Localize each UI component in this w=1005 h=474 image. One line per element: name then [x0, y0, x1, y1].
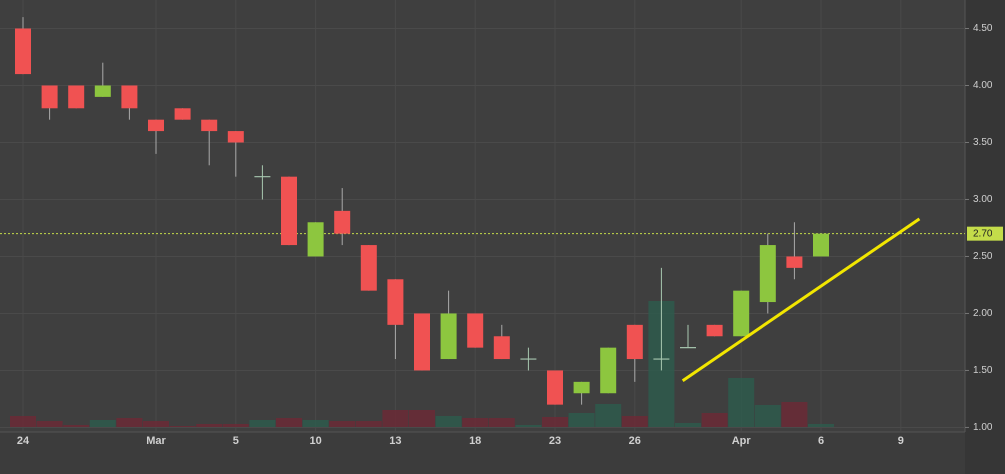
candle-body	[706, 324, 723, 337]
candle-body	[307, 222, 324, 257]
volume-bar	[781, 402, 808, 427]
candle-body	[600, 347, 617, 394]
x-tick-label: 5	[233, 435, 239, 447]
candle-body	[174, 108, 191, 120]
candle-body	[440, 313, 457, 360]
candle-body	[148, 119, 164, 132]
volume-bar	[10, 416, 36, 427]
candle-body	[281, 176, 297, 246]
y-tick-label: 3.00	[973, 194, 993, 205]
volume-bar	[222, 424, 249, 427]
volume-bar	[568, 413, 595, 427]
candle-body	[334, 210, 351, 234]
volume-bar	[196, 424, 223, 427]
candle-body	[733, 290, 750, 337]
candle-body	[547, 370, 563, 405]
candle-body	[493, 336, 510, 360]
volume-bar	[435, 416, 462, 427]
x-tick-label: 10	[309, 435, 321, 447]
candle-body	[68, 85, 85, 109]
candle-body	[121, 85, 138, 109]
volume-bar	[116, 418, 143, 427]
volume-bar	[515, 425, 542, 427]
candle-body	[15, 28, 31, 75]
volume-bar	[89, 420, 116, 427]
candle-body	[201, 119, 218, 132]
y-tick-label: 4.50	[973, 23, 993, 34]
candle-body	[626, 324, 643, 360]
x-tick-label: 6	[818, 435, 824, 447]
candle-body	[786, 256, 803, 268]
volume-bar	[808, 424, 834, 427]
volume-bar	[169, 426, 196, 427]
volume-bar	[728, 378, 755, 427]
volume-bar	[595, 404, 622, 427]
candle-body	[94, 85, 111, 97]
candle-body	[813, 233, 829, 257]
volume-bar	[302, 420, 329, 427]
candle-body	[414, 313, 430, 371]
volume-bar	[409, 410, 435, 427]
candle-body	[573, 381, 590, 394]
volume-bar	[488, 418, 515, 427]
candle-body	[360, 245, 377, 291]
volume-bar	[382, 410, 409, 427]
volume-bar	[143, 421, 169, 427]
plot-area	[0, 0, 965, 432]
volume-bar	[462, 418, 489, 427]
y-tick-label: 1.50	[973, 365, 993, 376]
last-price-box	[967, 226, 1003, 241]
candle-body	[467, 313, 484, 348]
y-tick-label: 4.00	[973, 80, 993, 91]
volume-bar	[355, 421, 382, 427]
y-tick-label: 2.00	[973, 308, 993, 319]
y-tick-label: 1.00	[973, 422, 993, 433]
candle-body	[387, 279, 404, 325]
x-tick-label: Mar	[146, 435, 166, 447]
volume-bar	[675, 423, 701, 427]
volume-bar	[701, 413, 728, 427]
volume-bar	[276, 418, 302, 427]
volume-bar	[63, 425, 90, 427]
x-tick-label: Apr	[732, 435, 752, 447]
volume-bar	[36, 421, 63, 427]
x-tick-label: 9	[898, 435, 904, 447]
trendline	[681, 217, 921, 382]
x-tick-label: 26	[629, 435, 641, 447]
candle-body	[227, 131, 244, 143]
candle-body	[759, 245, 776, 303]
x-tick-label: 23	[549, 435, 561, 447]
y-tick-label: 2.50	[973, 251, 993, 262]
volume-bar	[329, 421, 356, 427]
candle-body	[41, 85, 58, 109]
volume-bar	[621, 416, 648, 427]
volume-bar	[249, 420, 276, 427]
y-tick-label: 3.50	[973, 137, 993, 148]
last-price-label: 2.70	[973, 228, 993, 239]
volume-bar	[542, 417, 568, 427]
x-tick-label: 13	[389, 435, 401, 447]
x-tick-label: 24	[17, 435, 30, 447]
volume-bar	[754, 405, 781, 427]
x-tick-label: 18	[469, 435, 481, 447]
